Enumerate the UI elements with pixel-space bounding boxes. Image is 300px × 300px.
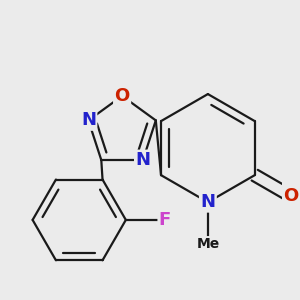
- Text: N: N: [81, 111, 96, 129]
- Text: N: N: [200, 193, 215, 211]
- Text: O: O: [115, 87, 130, 105]
- Text: F: F: [159, 211, 171, 229]
- Text: Me: Me: [196, 237, 220, 251]
- Text: O: O: [284, 187, 299, 205]
- Text: N: N: [135, 151, 150, 169]
